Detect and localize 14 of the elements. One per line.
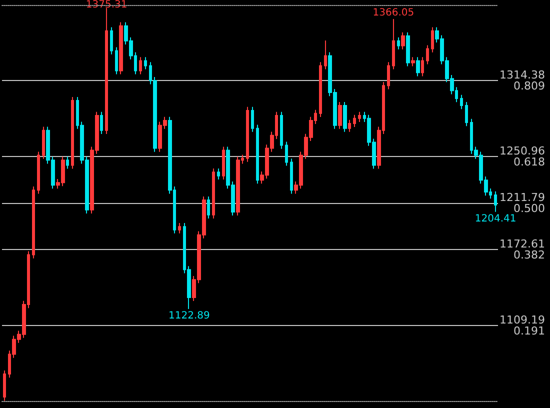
y2-tick-label: 0.382 [514, 248, 545, 262]
y2-tick-label: 0.618 [514, 155, 545, 168]
y-tick-label: 1109.19 [500, 313, 545, 326]
y2-tick-label: 0.809 [514, 80, 545, 93]
y2-tick-label: 0.191 [514, 324, 545, 338]
y-tick-label: 1314.38 [500, 68, 545, 82]
annotation: 1366.05 [372, 8, 414, 19]
y-tick-label: 1211.79 [500, 191, 545, 204]
y-tick-label: 1250.96 [500, 144, 545, 158]
annotation: 1122.89 [168, 310, 210, 322]
y-tick-label: 1172.61 [500, 238, 545, 251]
y2-tick-label: 0.500 [514, 202, 545, 215]
annotation: 1204.41 [474, 213, 516, 224]
annotation: 1375.31 [86, 0, 128, 10]
